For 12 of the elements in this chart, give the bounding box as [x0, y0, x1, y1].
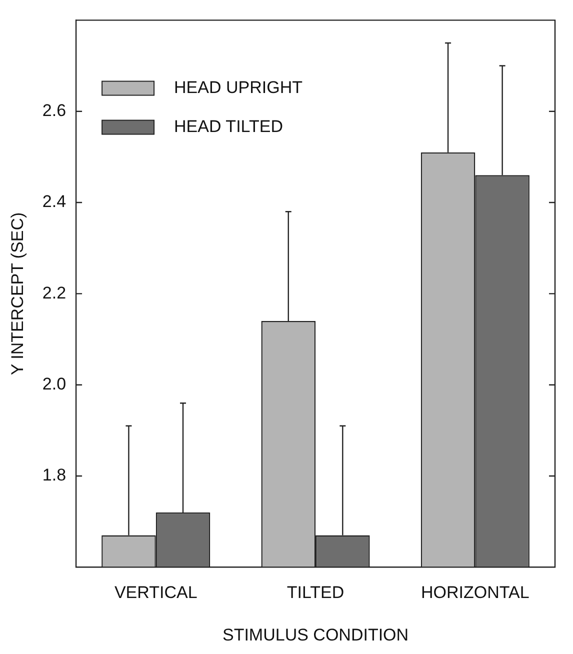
x-tick-label: VERTICAL: [114, 583, 198, 602]
y-tick-label: 1.8: [42, 466, 66, 485]
legend-label: HEAD TILTED: [174, 116, 283, 136]
x-tick-label: HORIZONTAL: [421, 583, 530, 602]
y-axis-title: Y INTERCEPT (SEC): [8, 212, 27, 376]
x-tick-label: TILTED: [286, 583, 344, 602]
y-tick-label: 2.4: [42, 192, 66, 212]
y-tick-label: 2.6: [42, 101, 66, 120]
x-axis-title: STIMULUS CONDITION: [222, 625, 409, 644]
y-tick-label: 2.2: [42, 283, 66, 302]
y-tick-label: 2.0: [42, 374, 66, 394]
legend-label: HEAD UPRIGHT: [174, 78, 302, 97]
